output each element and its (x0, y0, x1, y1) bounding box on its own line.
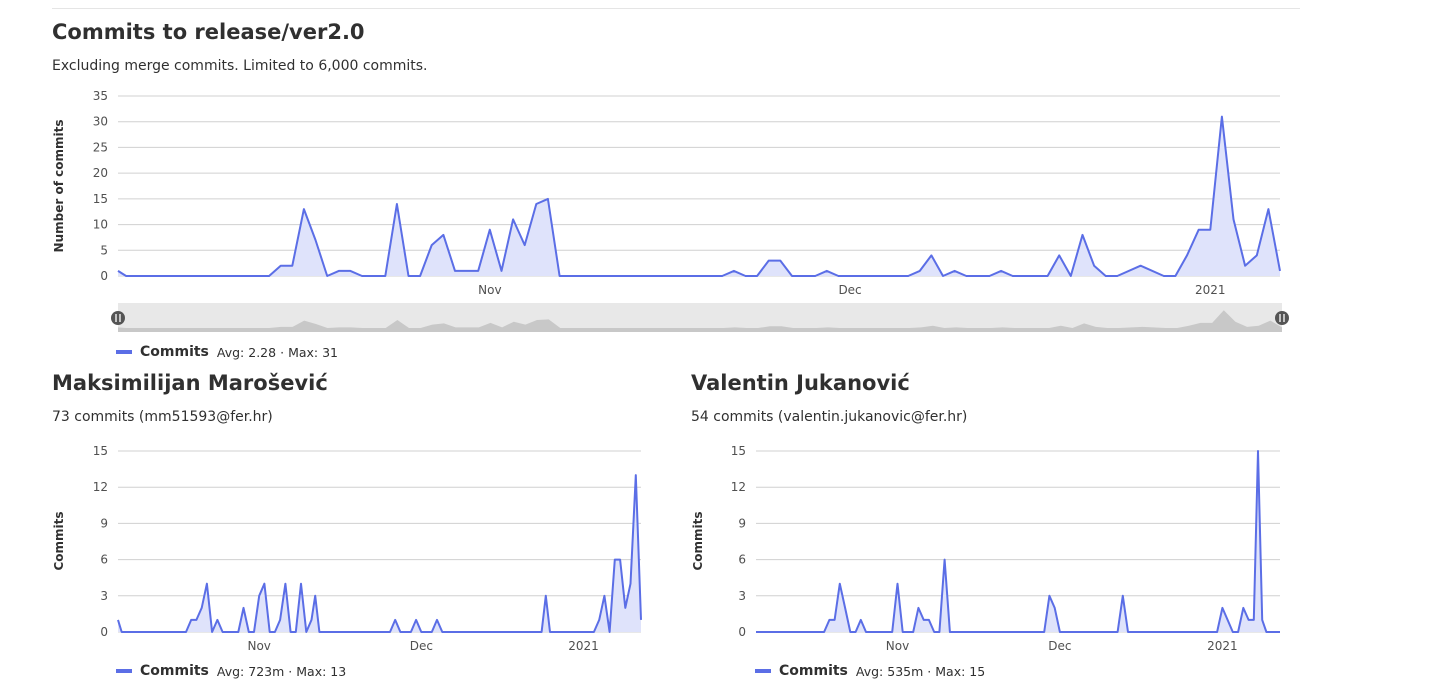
legend-swatch (116, 669, 132, 673)
legend-swatch (116, 350, 132, 354)
legend-avg: Avg: 723m (216, 663, 285, 679)
series-line (117, 115, 1281, 277)
brush-handle-left[interactable] (111, 311, 125, 325)
y-axis-label: Commits (52, 511, 66, 570)
legend-max: Max: 31 (288, 344, 338, 360)
y-tick-label: 9 (100, 516, 108, 530)
y-tick-label: 10 (93, 218, 108, 232)
author-2-name: Valentin Jukanović (691, 371, 910, 395)
y-tick-label: 35 (93, 89, 108, 103)
series-area (118, 116, 1280, 276)
y-tick-label: 0 (100, 269, 108, 283)
series-line (756, 450, 1280, 633)
x-tick-label: 2021 (568, 639, 599, 653)
y-tick-label: 0 (100, 625, 108, 639)
y-tick-label: 15 (731, 444, 746, 458)
legend-separator: · (280, 344, 285, 360)
x-tick-label: Dec (410, 639, 433, 653)
legend-max: Max: 13 (296, 663, 347, 679)
y-tick-label: 6 (738, 553, 746, 567)
y-tick-label: 15 (93, 192, 108, 206)
x-tick-label: Nov (478, 283, 501, 297)
x-tick-label: Nov (886, 639, 909, 653)
x-tick-label: 2021 (1195, 283, 1226, 297)
main-legend[interactable]: Commits Avg: 2.28 · Max: 31 (116, 344, 338, 360)
x-tick-label: Nov (247, 639, 270, 653)
y-tick-label: 15 (93, 444, 108, 458)
legend-separator: · (288, 663, 293, 679)
legend-avg: Avg: 2.28 (216, 344, 277, 360)
y-tick-label: 0 (738, 625, 746, 639)
legend-series-name: Commits (140, 344, 209, 360)
x-tick-label: Dec (1048, 639, 1071, 653)
legend-max: Max: 15 (935, 663, 986, 679)
y-tick-label: 30 (93, 115, 108, 129)
legend-series-name: Commits (140, 663, 209, 679)
y-tick-label: 3 (738, 589, 746, 603)
range-selector[interactable] (111, 303, 1289, 332)
handle-knob (111, 311, 125, 325)
y-axis-label: Number of commits (52, 120, 66, 253)
y-tick-label: 6 (100, 553, 108, 567)
brush-overview-area (118, 310, 1282, 332)
author-2-chart: 0 3 6 9 12 15 Nov Dec 2021 Commits (691, 444, 1280, 653)
y-tick-label: 9 (738, 516, 746, 530)
y-axis-label: Commits (691, 511, 705, 570)
x-tick-label: Dec (838, 283, 861, 297)
legend-series-name: Commits (779, 663, 848, 679)
page-subtitle: Excluding merge commits. Limited to 6,00… (52, 58, 428, 74)
series-area (756, 451, 1280, 632)
series-area (118, 475, 641, 632)
legend-separator: · (927, 663, 932, 679)
top-divider (52, 8, 1300, 9)
y-tick-label: 12 (731, 480, 746, 494)
handle-knob (1275, 311, 1289, 325)
author-1-name: Maksimilijan Marošević (52, 371, 328, 395)
series-line (117, 474, 642, 633)
author-2-summary: 54 commits (valentin.jukanovic@fer.hr) (691, 409, 968, 425)
x-tick-label: 2021 (1207, 639, 1238, 653)
author-1-chart: 0 3 6 9 12 15 Nov Dec 2021 Commits (52, 444, 642, 653)
y-tick-label: 3 (100, 589, 108, 603)
page-title: Commits to release/ver2.0 (52, 20, 365, 44)
author-2-legend[interactable]: Commits Avg: 535m · Max: 15 (755, 663, 985, 679)
legend-avg: Avg: 535m (855, 663, 924, 679)
y-tick-label: 12 (93, 480, 108, 494)
legend-swatch (755, 669, 771, 673)
y-tick-label: 5 (100, 243, 108, 257)
author-1-legend[interactable]: Commits Avg: 723m · Max: 13 (116, 663, 346, 679)
brush-handle-right[interactable] (1275, 311, 1289, 325)
author-1-summary: 73 commits (mm51593@fer.hr) (52, 409, 273, 425)
y-tick-label: 25 (93, 140, 108, 154)
y-tick-label: 20 (93, 166, 108, 180)
main-commits-chart: 0 5 10 15 20 25 30 35 Nov Dec 2021 Number of commit… (52, 89, 1281, 297)
